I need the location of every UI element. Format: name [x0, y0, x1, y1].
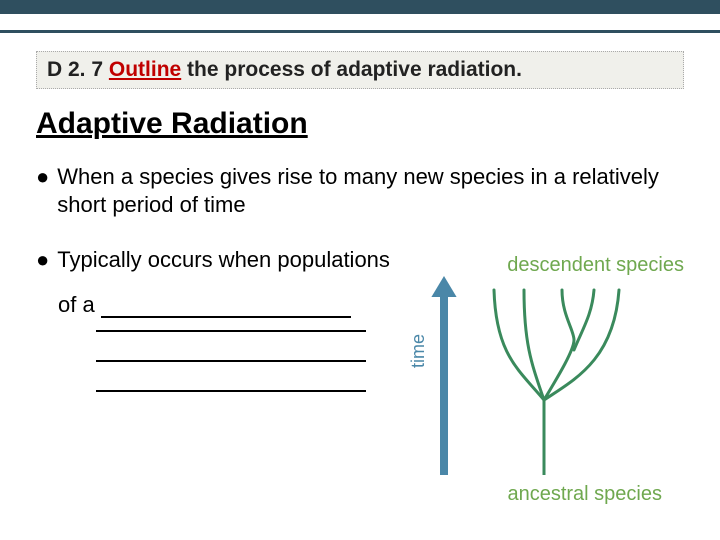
heading-accent: Outline: [109, 58, 181, 81]
blank-inline: [101, 296, 351, 318]
diagram-label-top: descendent species: [507, 254, 684, 277]
heading-prefix: D 2. 7: [47, 58, 109, 81]
diagram-svg: [424, 260, 684, 490]
blank-line: [96, 360, 366, 362]
bullet-1-text: When a species gives rise to many new sp…: [57, 163, 684, 218]
radiation-diagram: descendent species time ancestral specie…: [424, 260, 684, 500]
of-a-text: of a: [58, 292, 101, 317]
bullet-2-prefix: Typically occurs when populations: [57, 247, 390, 272]
accent-bar: [0, 0, 720, 14]
bullet-icon: ●: [36, 246, 49, 274]
bullet-icon: ●: [36, 163, 49, 191]
blank-line: [96, 330, 366, 332]
diagram-axis-label: time: [408, 334, 429, 368]
section-heading: D 2. 7 Outline the process of adaptive r…: [36, 51, 684, 89]
heading-suffix: the process of adaptive radiation.: [181, 58, 522, 81]
blank-line: [96, 390, 366, 392]
diagram-label-bottom: ancestral species: [507, 483, 662, 506]
top-divider: [0, 30, 720, 33]
page-title: Adaptive Radiation: [36, 107, 684, 141]
bullet-2: ● Typically occurs when populations: [36, 246, 436, 274]
bullet-1: ● When a species gives rise to many new …: [36, 163, 684, 218]
bullet-2-text: Typically occurs when populations: [57, 246, 436, 274]
